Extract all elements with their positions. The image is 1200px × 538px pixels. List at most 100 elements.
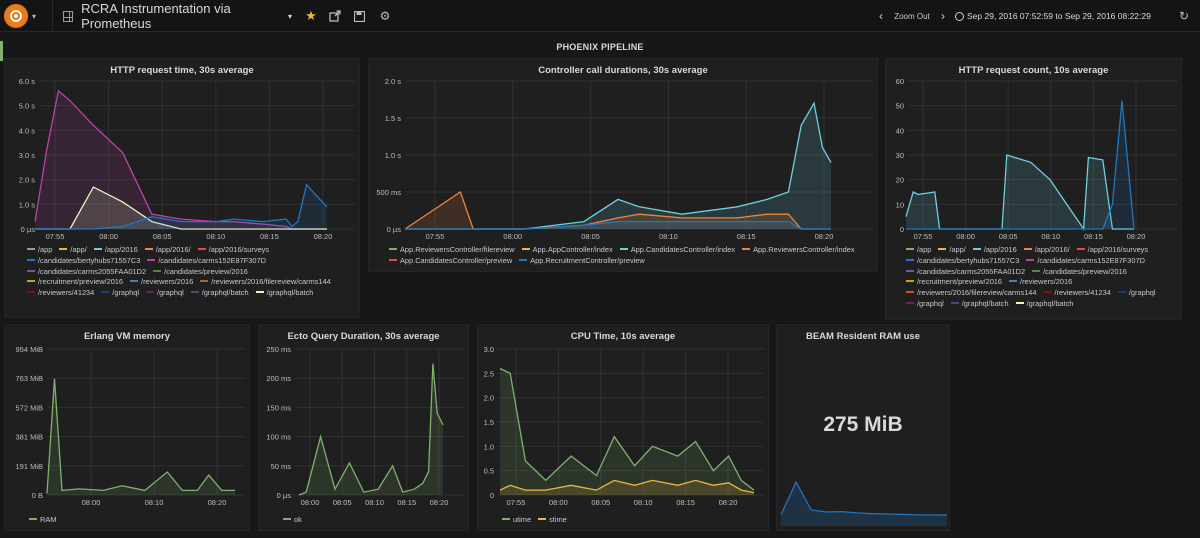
x-tick-label: 08:20 <box>1127 232 1146 241</box>
time-picker-button[interactable]: Sep 29, 2016 07:52:59 to Sep 29, 2016 08… <box>955 0 1167 32</box>
legend-item[interactable]: /graphql <box>906 299 944 310</box>
legend-item[interactable]: App.ReviewersController/filereview <box>389 245 515 256</box>
legend-item[interactable]: App.CandidatesController/index <box>619 245 735 256</box>
legend-swatch <box>950 302 959 305</box>
save-button[interactable] <box>346 0 372 32</box>
legend-item[interactable]: /app/2016/ <box>144 245 191 256</box>
legend-item[interactable]: /recruitment/preview/2016 <box>27 277 123 288</box>
legend-item[interactable]: /reviewers/2016/filereview/carms144 <box>200 277 331 288</box>
series-line[interactable] <box>499 479 755 494</box>
x-tick-label: 08:00 <box>503 232 522 241</box>
panel-title[interactable]: Ecto Query Duration, 30s average <box>287 331 440 342</box>
refresh-button[interactable]: ↻ <box>1174 0 1194 32</box>
settings-button[interactable]: ⚙ <box>372 0 398 32</box>
legend-label: utime <box>513 515 532 524</box>
series-line[interactable] <box>298 363 444 496</box>
graph-cpu-time: 3.0 2.5 2.0 1.5 1.0 0.5 0 07:55 08:00 08:05 08:10 0… <box>484 345 764 507</box>
series-line[interactable] <box>405 220 831 230</box>
series-line[interactable] <box>35 183 328 230</box>
panel-title[interactable]: BEAM Resident RAM use <box>805 331 920 342</box>
legend-label: /candidates/preview/2016 <box>164 266 248 276</box>
legend-item[interactable]: stime <box>538 515 567 526</box>
legend-swatch <box>197 248 206 251</box>
legend-item[interactable]: /app/ <box>59 245 87 256</box>
time-shift-forward-button[interactable]: › <box>934 0 952 32</box>
legend-item[interactable]: /graphql <box>1117 288 1156 299</box>
legend-item[interactable]: /app <box>906 245 931 256</box>
legend-item[interactable]: /recruitment/preview/2016 <box>906 277 1002 288</box>
legend-item[interactable]: /reviewers/41234 <box>27 288 94 299</box>
legend-item[interactable]: App.RecruitmentController/preview <box>519 256 645 267</box>
x-tick-label: 08:10 <box>206 232 225 241</box>
grafana-menu-button[interactable]: ▾ <box>4 0 44 32</box>
legend-item[interactable]: /app/2016/ <box>1023 245 1070 256</box>
legend-item[interactable]: /app/2016/surveys <box>197 245 269 256</box>
legend-item[interactable]: /candidates/preview/2016 <box>1032 267 1127 278</box>
panel-title[interactable]: Controller call durations, 30s average <box>538 65 708 76</box>
legend-item[interactable]: /graphql <box>101 288 139 299</box>
panel-title[interactable]: Erlang VM memory <box>83 331 171 342</box>
clock-icon <box>955 11 964 21</box>
legend-item[interactable]: utime <box>502 515 531 526</box>
legend-item[interactable]: /app/2016 <box>972 245 1017 256</box>
x-tick-label: 08:15 <box>260 232 279 241</box>
y-tick-label: 3.0 s <box>19 151 36 160</box>
series-area <box>35 187 327 229</box>
x-tick-label: 08:15 <box>397 498 416 507</box>
panel-title[interactable]: HTTP request count, 10s average <box>958 65 1109 76</box>
legend-item[interactable]: /app/2016/surveys <box>1076 245 1148 256</box>
dashboard-title-dropdown[interactable]: RCRA Instrumentation via Prometheus ▾ <box>52 0 292 32</box>
row-collapse-handle[interactable] <box>0 41 3 61</box>
legend-item[interactable]: /candidates/carms152E87F307D <box>147 256 266 267</box>
legend-label: /graphql/batch <box>1026 298 1074 308</box>
legend-item[interactable]: /graphql/batch <box>1015 298 1074 310</box>
legend-item[interactable]: App.AppController/index <box>521 245 613 256</box>
legend-item[interactable]: /candidates/preview/2016 <box>153 267 248 278</box>
legend-item[interactable]: /app <box>27 245 52 256</box>
legend-item[interactable]: App.CandidatesController/preview <box>389 256 512 267</box>
y-tick-label: 50 ms <box>271 462 292 471</box>
chevron-right-icon: › <box>941 9 945 23</box>
zoom-out-button[interactable]: Zoom Out <box>890 0 934 32</box>
legend-item[interactable]: /reviewers/41234 <box>1043 288 1111 299</box>
panel-title[interactable]: HTTP request time, 30s average <box>110 65 254 76</box>
row-title[interactable]: PHOENIX PIPELINE <box>556 42 644 52</box>
y-tick-label: 0 μs <box>387 225 402 234</box>
time-shift-back-button[interactable]: ‹ <box>872 0 890 32</box>
graph-legend: /app/app/ /app/2016/app/2016/ /app/2016/su… <box>906 245 1175 310</box>
legend-item[interactable]: /app/2016 <box>93 245 138 256</box>
graph-http-request-count: 60 50 40 30 20 10 0 07:55 08:00 08:05 08:10 08:15 08… <box>896 77 1178 241</box>
legend-item[interactable]: /candidates/bertyhubs71557C3 <box>906 256 1019 267</box>
share-button[interactable] <box>322 0 348 32</box>
legend-swatch <box>27 291 35 294</box>
legend-item[interactable]: /graphql/batch <box>950 299 1009 310</box>
series-line[interactable] <box>906 100 1135 230</box>
panel-http-request-count: HTTP request count, 10s average 60 50 40 30… <box>885 58 1182 320</box>
legend-item[interactable]: RAM <box>29 515 56 526</box>
series-area <box>405 192 831 229</box>
legend-item[interactable]: /candidates/carms2055FAA01D2 <box>906 267 1025 278</box>
series-line[interactable] <box>499 367 755 491</box>
x-tick-label: 08:10 <box>1041 232 1060 241</box>
legend-item[interactable]: /graphql <box>146 288 184 299</box>
series-line[interactable] <box>46 378 235 494</box>
legend-item[interactable]: /reviewers/2016/filereview/carms144 <box>906 288 1037 299</box>
legend-item[interactable]: /candidates/carms152E87F307D <box>1026 256 1145 267</box>
legend-item[interactable]: /app/ <box>938 245 966 256</box>
series-line[interactable] <box>905 154 1134 231</box>
legend-item[interactable]: /reviewers/2016 <box>130 277 193 288</box>
star-button[interactable]: ★ <box>298 0 324 32</box>
panel-title[interactable]: CPU Time, 10s average <box>570 331 676 342</box>
legend-item[interactable]: App.ReviewersController/index <box>742 245 855 256</box>
y-tick-label: 0 μs <box>21 225 36 234</box>
grafana-logo-icon <box>4 4 28 28</box>
legend-item[interactable]: /graphql/batch <box>255 288 313 299</box>
legend-label: App.AppController/index <box>532 245 613 254</box>
legend-item[interactable]: ok <box>283 515 302 526</box>
legend-item[interactable]: /graphql/batch <box>190 288 249 299</box>
legend-swatch <box>255 291 264 294</box>
x-tick-label: 08:10 <box>145 498 164 507</box>
legend-item[interactable]: /candidates/carms2055FAA01D2 <box>27 267 146 278</box>
legend-item[interactable]: /candidates/bertyhubs71557C3 <box>27 256 140 267</box>
legend-item[interactable]: /reviewers/2016 <box>1009 277 1072 288</box>
